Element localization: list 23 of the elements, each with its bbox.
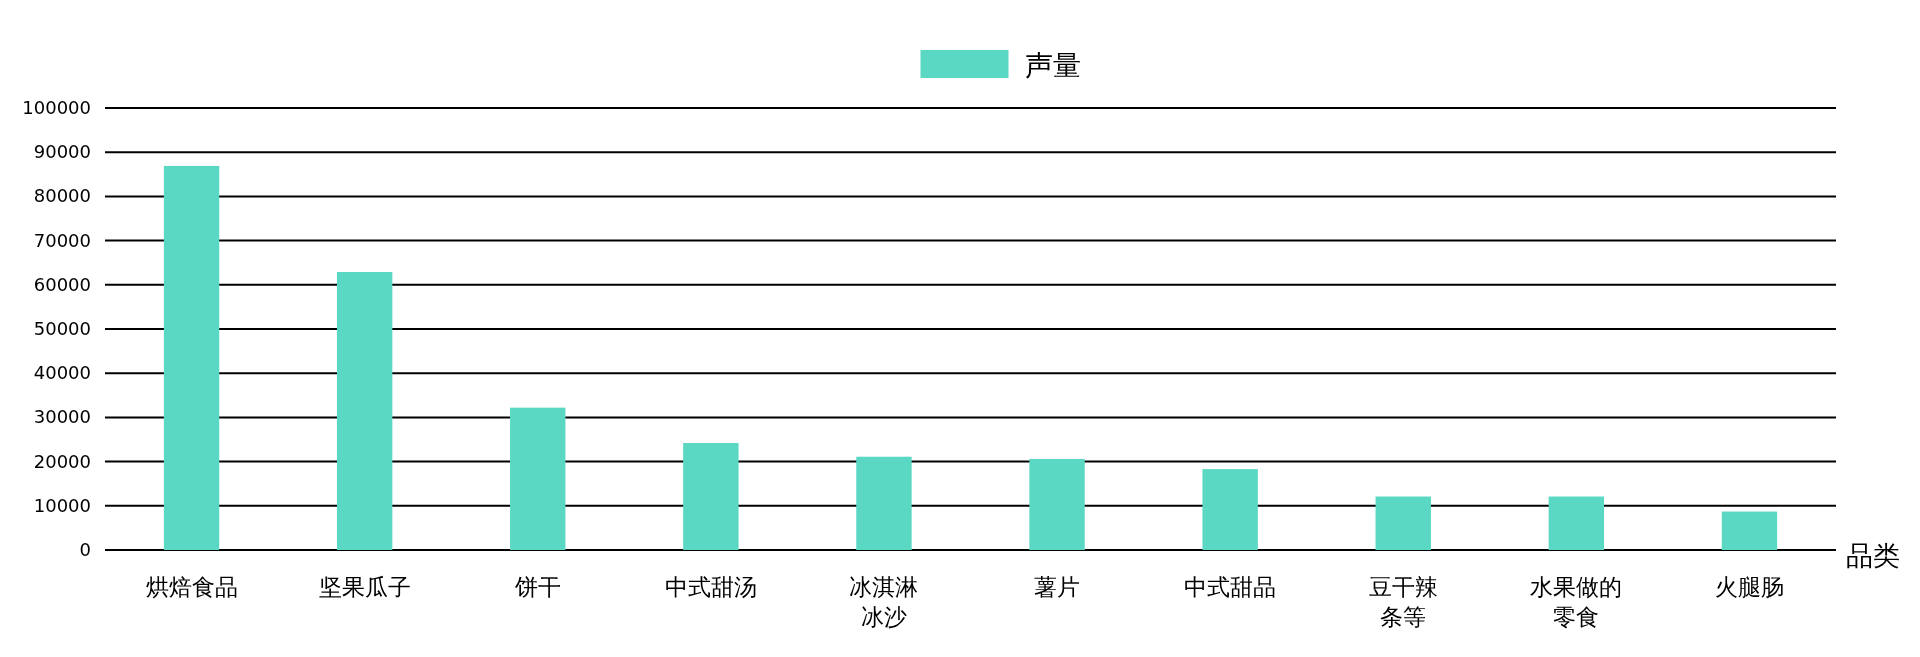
x-tick-label: 坚果瓜子 (318, 574, 411, 600)
x-axis-title: 品类 (1846, 540, 1900, 571)
x-tick-label: 中式甜品 (1184, 574, 1277, 600)
y-tick-label: 90000 (33, 141, 91, 163)
y-tick-label: 70000 (33, 229, 91, 251)
y-tick-label: 30000 (33, 406, 91, 428)
y-tick-label: 20000 (33, 450, 91, 472)
x-tick-label: 水果做的零食 (1530, 574, 1623, 630)
x-tick-label: 中式甜汤 (664, 574, 757, 600)
x-tick-label: 烘焙食品 (145, 574, 238, 600)
x-tick-label: 饼干 (513, 574, 561, 600)
y-tick-label: 60000 (33, 273, 91, 295)
x-tick-label: 冰淇淋冰沙 (849, 574, 919, 630)
legend-label: 声量 (1024, 49, 1081, 82)
y-tick-label: 10000 (33, 494, 91, 516)
x-tick-label: 火腿肠 (1714, 574, 1784, 600)
x-tick-label: 豆干辣条等 (1368, 574, 1438, 630)
y-tick-label: 0 (79, 539, 91, 560)
y-tick-label: 40000 (33, 362, 91, 384)
y-tick-label: 100000 (22, 97, 91, 118)
x-tick-label: 薯片 (1034, 574, 1081, 600)
y-tick-label: 50000 (33, 318, 91, 339)
y-tick-label: 80000 (33, 185, 91, 207)
